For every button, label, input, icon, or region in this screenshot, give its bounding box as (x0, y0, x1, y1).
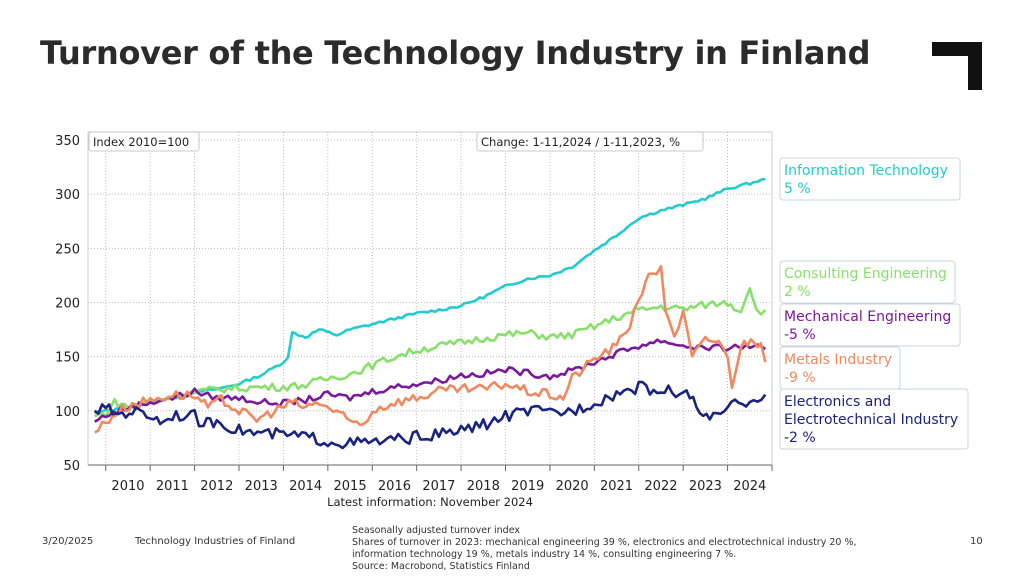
x-tick-label: 2010 (111, 479, 144, 494)
page-title: Turnover of the Technology Industry in F… (40, 34, 871, 72)
x-tick-label: 2017 (422, 479, 455, 494)
index-label-box (88, 131, 200, 152)
series-line (94, 265, 767, 434)
series-label-box (779, 260, 956, 304)
index-label: Index 2010=100 (93, 135, 189, 149)
footer-note-line: Source: Macrobond, Statistics Finland (352, 561, 530, 572)
x-tick-label: 2013 (245, 479, 278, 494)
series-label-box (779, 388, 969, 450)
company-logo (932, 42, 982, 90)
footer-date: 3/20/2025 (42, 536, 94, 547)
series-name-label: Information Technology (784, 163, 948, 179)
x-tick-label: 2016 (378, 479, 411, 494)
footer-organization: Technology Industries of Finland (135, 536, 296, 547)
series-name-label: Electrotechnical Industry (784, 412, 958, 428)
x-tick-label: 2014 (289, 479, 322, 494)
x-tick-label: 2011 (156, 479, 189, 494)
series-name-label: Electronics and (784, 394, 891, 410)
footer-notes: Seasonally adjusted turnover index Share… (352, 525, 912, 573)
footer-note-line: Shares of turnover in 2023: mechanical e… (352, 537, 857, 548)
series-change-label: 2 % (784, 284, 811, 300)
series-label-box (779, 303, 961, 347)
x-tick-label: 2022 (644, 479, 677, 494)
x-tick-label: 2018 (467, 479, 500, 494)
y-tick-label: 350 (55, 134, 80, 149)
footer-note-line: information technology 19 %, metals indu… (352, 549, 737, 560)
y-tick-label: 200 (55, 297, 80, 312)
x-tick-label: 2023 (689, 479, 722, 494)
page-number: 10 (970, 536, 983, 547)
latest-info-label: Latest information: November 2024 (327, 495, 533, 509)
series-change-label: -5 % (784, 327, 816, 343)
x-tick-label: 2015 (334, 479, 367, 494)
series-name-label: Consulting Engineering (784, 266, 947, 282)
x-tick-label: 2012 (200, 479, 233, 494)
series-label-box (779, 157, 961, 201)
series-name-label: Mechanical Engineering (784, 309, 951, 325)
series-change-label: 5 % (784, 181, 811, 197)
y-tick-label: 100 (55, 405, 80, 420)
series-change-label: -9 % (784, 370, 816, 386)
x-tick-label: 2019 (511, 479, 544, 494)
series-line (94, 338, 767, 423)
plot-frame (87, 131, 773, 466)
y-tick-label: 300 (55, 188, 80, 203)
x-tick-label: 2024 (733, 479, 766, 494)
change-label-box (476, 131, 704, 152)
series-name-label: Metals Industry (784, 352, 892, 368)
series-line (93, 380, 767, 450)
series-line (94, 287, 767, 418)
footer-note-line: Seasonally adjusted turnover index (352, 525, 521, 536)
y-tick-label: 250 (55, 242, 80, 257)
x-tick-label: 2020 (556, 479, 589, 494)
change-label: Change: 1-11,2024 / 1-11,2023, % (481, 135, 680, 149)
y-tick-label: 50 (63, 459, 80, 474)
y-tick-label: 150 (55, 351, 80, 366)
x-tick-label: 2021 (600, 479, 633, 494)
series-change-label: -2 % (784, 430, 816, 446)
